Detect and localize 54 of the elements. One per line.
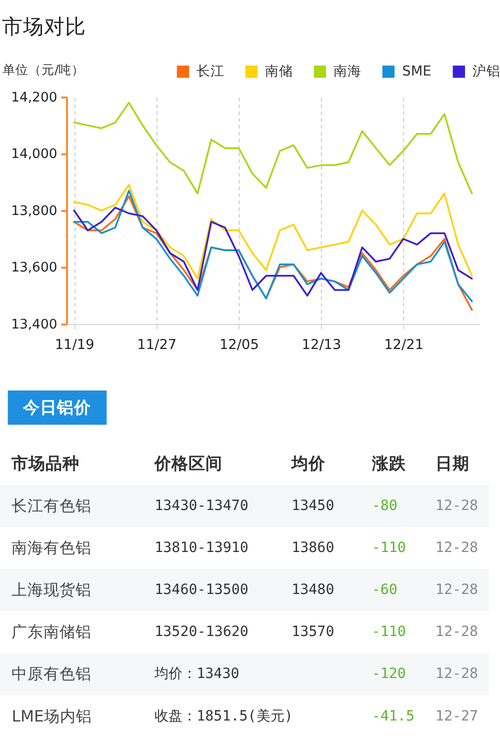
x-tick-label: 12/21 <box>384 336 424 353</box>
x-tick-label: 12/13 <box>302 336 342 353</box>
text: -80 <box>372 498 398 514</box>
text: 13430-13470 <box>154 498 248 514</box>
text: 12-28 <box>435 540 478 556</box>
text: 市场品种 <box>10 454 80 473</box>
legend-label: SME <box>402 64 432 80</box>
text: 13450 <box>292 498 334 514</box>
text: 13860 <box>292 540 334 556</box>
text: 上海现货铝 <box>12 580 92 600</box>
line-series <box>73 206 473 297</box>
y-tick-label: 13,800 <box>11 204 58 219</box>
text: 13810-13910 <box>154 540 248 556</box>
legend-label: 沪铝 <box>472 64 500 80</box>
text: 12-28 <box>435 582 478 598</box>
line-series <box>73 102 473 194</box>
text: 价格区间 <box>154 454 223 473</box>
text: 均价：13430 <box>154 666 240 682</box>
text: 12-27 <box>435 708 478 724</box>
text: 中原有色铝 <box>12 664 92 684</box>
x-tick-label: 11/19 <box>54 336 94 353</box>
text: 今日铝价 <box>22 398 92 418</box>
text: -120 <box>372 666 406 682</box>
text: 南海有色铝 <box>12 538 92 557</box>
text: 12-28 <box>435 498 478 514</box>
text: 收盘：1851.5(美元) <box>154 708 293 724</box>
y-tick-label: 14,000 <box>11 147 58 162</box>
text: 12-28 <box>435 666 478 682</box>
y-tick-label: 13,600 <box>11 260 58 276</box>
line-series <box>73 184 473 280</box>
text: 均价 <box>290 454 327 473</box>
y-tick-label: 14,200 <box>11 90 58 106</box>
text: 长江有色铝 <box>12 496 92 515</box>
text: 13460-13500 <box>154 582 248 598</box>
text: 涨跌 <box>370 454 407 473</box>
text: -110 <box>372 540 406 556</box>
text: 广东南储铝 <box>12 622 92 642</box>
legend-label: 南储 <box>265 64 294 80</box>
chart-title: 市场对比 <box>2 14 86 38</box>
legend-label: 长江 <box>196 64 225 80</box>
text: LME场内铝 <box>12 706 92 726</box>
y-tick-label: 13,400 <box>11 317 58 332</box>
text: 日期 <box>435 454 470 473</box>
x-tick-label: 12/05 <box>219 336 259 353</box>
text: 13480 <box>292 582 334 598</box>
legend-label: 南海 <box>334 64 362 80</box>
text: 13570 <box>292 624 334 640</box>
y-axis-title: 单位（元/吨） <box>2 62 85 78</box>
text: 13520-13620 <box>154 624 248 640</box>
text: -110 <box>372 624 406 640</box>
text: 12-28 <box>435 624 478 640</box>
text: -41.5 <box>372 708 414 724</box>
x-tick-label: 11/27 <box>137 336 177 353</box>
text: -60 <box>372 582 398 598</box>
